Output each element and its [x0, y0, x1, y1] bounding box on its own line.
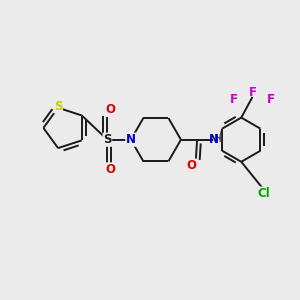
Text: Cl: Cl [257, 187, 270, 200]
Text: F: F [267, 93, 275, 106]
Text: F: F [230, 93, 238, 106]
Text: N: N [126, 133, 136, 146]
Text: O: O [106, 103, 116, 116]
Text: F: F [248, 86, 256, 99]
Text: S: S [103, 133, 112, 146]
Text: H: H [213, 134, 221, 144]
Text: O: O [106, 163, 116, 176]
Text: S: S [54, 100, 62, 113]
Text: O: O [187, 159, 196, 172]
Text: N: N [209, 133, 219, 146]
